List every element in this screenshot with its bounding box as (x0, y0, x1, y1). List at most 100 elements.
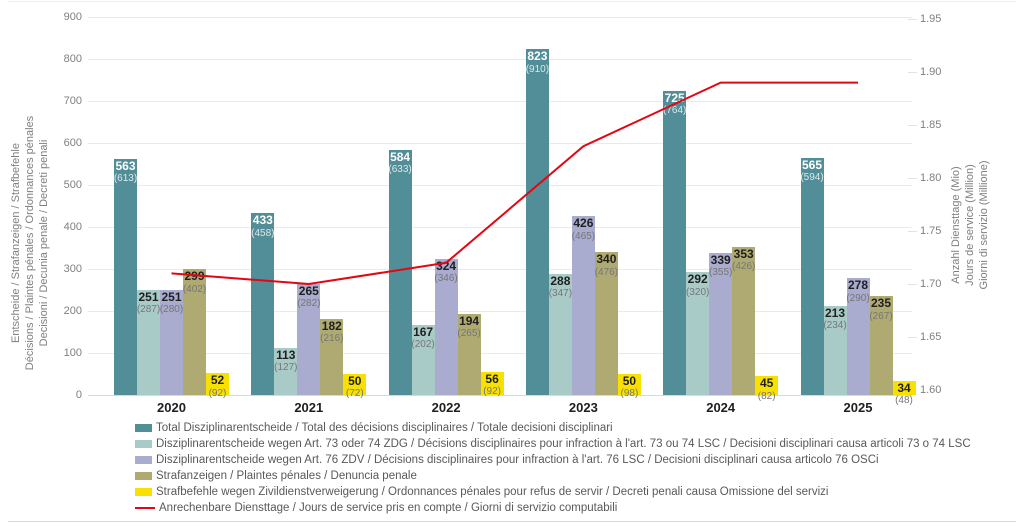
left-axis-tick-0: 0 (75, 389, 82, 401)
gridline-600 (88, 143, 912, 144)
left-axis-tick-200: 200 (63, 305, 82, 317)
gridline-700 (88, 101, 912, 102)
bar-value-strafbefehle-2020: 52 (210, 373, 225, 388)
right-axis-tick-1.75: 1.75 (920, 225, 942, 237)
right-axis-tick-1.65: 1.65 (920, 331, 942, 343)
legend-item-total: Total Disziplinarentscheide / Total des … (135, 420, 971, 436)
bar-label-total-2020: 563 (613) (104, 159, 148, 185)
bar-value-strafbefehle-2024: 45 (760, 376, 774, 391)
bar-label-strafanzeigen-2022: 194 (265) (447, 314, 491, 340)
bar-value-art73-74-2020: 251 (138, 289, 159, 304)
bar-paren-value-art76-2021: (282) (297, 298, 321, 310)
bar-paren-value-total-2023: (910) (525, 63, 550, 75)
x-axis-label-2023: 2023 (568, 400, 598, 415)
gridline-900 (88, 17, 912, 18)
x-axis-label-2020: 2020 (157, 400, 186, 415)
left-axis-title-line-2: Décisions / Plaintes pénales / Ordonnanc… (24, 115, 36, 371)
legend-item-art76: Disziplinarentscheide wegen Art. 76 ZDV … (135, 452, 971, 468)
bar-paren-value-strafbefehle-2021: (72) (345, 388, 364, 400)
bar-art73-74-2021: 113 (127) (274, 347, 297, 395)
bar-label-total-2025: 565 (594) (790, 157, 834, 184)
right-axis-tick-1.70: 1.70 (920, 278, 942, 290)
right-axis-tick-1.95: 1.95 (920, 13, 942, 25)
bar-group-2023: 823 (910) 288 (347) 426 (465) 340 (476) 50 (98) (526, 17, 641, 399)
gridline-400 (88, 227, 912, 228)
legend-label-art73-74: Disziplinarentscheide wegen Art. 73 oder… (156, 438, 971, 450)
gridline-500 (88, 185, 912, 186)
right-axis-title-line-3: Giorni di servizio (Millione) (978, 160, 990, 290)
bar-value-art76-2020: 251 (161, 289, 182, 304)
legend-item-diensttage: Anrechenbare Diensttage / Jours de servi… (135, 500, 971, 516)
bar-group-2024: 725 (764) 292 (320) 339 (355) 353 (426) 45 (82) (663, 17, 779, 402)
bar-value-total-2023: 823 (527, 49, 548, 64)
x-axis-label-2021: 2021 (294, 400, 324, 415)
legend-swatch-art73-74 (135, 440, 152, 448)
bar-paren-value-strafanzeigen-2021: (216) (320, 333, 344, 345)
bar-value-strafanzeigen-2023: 340 (596, 252, 617, 267)
bar-paren-value-art73-74-2021: (127) (274, 361, 298, 373)
bar-paren-value-strafanzeigen-2020: (402) (182, 283, 207, 295)
bar-group-2021: 433 (458) 113 (127) 265 (282) 182 (216) 50 (72) (251, 17, 367, 399)
left-axis-title: Entscheide / Strafanzeigen / Strafbefehl… (9, 116, 51, 370)
bar-label-art73-74-2021: 113 (127) (264, 347, 308, 374)
bar-strafanzeigen-2024: 353 (426) (732, 246, 755, 395)
bar-art76-2021: 265 (282) (297, 283, 320, 395)
bar-strafbefehle-2024: 45 (82) (755, 376, 779, 402)
bar-value-strafanzeigen-2024: 353 (733, 246, 754, 261)
bar-strafbefehle-2020: 52 (92) (206, 373, 229, 399)
bar-art76-2022: 324 (346) (434, 258, 458, 395)
bar-strafanzeigen-2022: 194 (265) (457, 313, 481, 395)
trend-line-svg (171, 81, 858, 286)
bar-group-2022: 584 (633) 167 (202) 324 (346) 194 (265) 56 (92) (388, 17, 504, 397)
bar-strafbefehle-2025: 34 (48) (892, 380, 916, 406)
bar-art73-74-2025: 213 (234) (823, 305, 847, 395)
right-axis-tick-1.60: 1.60 (920, 384, 942, 396)
bar-total-2022: 584 (633) (388, 149, 412, 395)
bar-value-art76-2025: 278 (847, 278, 869, 293)
bar-paren-value-art76-2022: (346) (434, 273, 458, 285)
bar-paren-value-strafanzeigen-2025: (267) (869, 310, 893, 322)
bar-label-strafbefehle-2025: 34 (48) (882, 380, 926, 407)
bar-value-art73-74-2024: 292 (687, 272, 708, 287)
bar-strafbefehle-2021: 50 (72) (343, 374, 367, 399)
gridline-200 (88, 311, 912, 312)
right-axis-tickmark-1.90 (908, 72, 917, 73)
bar-paren-value-strafbefehle-2025: (48) (895, 395, 913, 407)
plot-area: 563 (613) 251 (287) 251 (280) 299 (402) 52 (92) 43… (88, 17, 916, 406)
bar-value-total-2022: 584 (390, 149, 411, 164)
left-axis-tick-400: 400 (63, 221, 82, 233)
bar-paren-value-strafanzeigen-2022: (265) (457, 327, 481, 339)
bar-value-art73-74-2021: 113 (276, 347, 296, 362)
bar-value-strafbefehle-2025: 34 (897, 380, 911, 395)
left-axis-tick-600: 600 (63, 137, 82, 149)
bar-label-strafanzeigen-2021: 182 (216) (310, 319, 354, 345)
bar-paren-value-total-2024: (764) (663, 104, 687, 116)
bar-label-strafbefehle-2023: 50 (98) (607, 374, 651, 400)
bar-paren-value-art73-74-2024: (320) (686, 286, 710, 298)
bar-value-strafbefehle-2023: 50 (622, 374, 637, 388)
bar-value-strafanzeigen-2025: 235 (870, 296, 892, 311)
left-axis-tick-500: 500 (63, 179, 82, 191)
left-axis-title-line-3: Decisioni / Decunia penale / Decreti pen… (38, 139, 50, 347)
bar-label-total-2022: 584 (633) (378, 149, 422, 176)
bar-total-2020: 563 (613) (114, 158, 137, 395)
bar-value-art76-2022: 324 (436, 258, 457, 273)
bar-value-total-2025: 565 (801, 157, 823, 172)
bar-strafanzeigen-2025: 235 (267) (869, 296, 893, 395)
legend-label-art76: Disziplinarentscheide wegen Art. 76 ZDV … (156, 454, 879, 466)
bar-label-strafbefehle-2022: 56 (92) (470, 372, 514, 398)
bar-strafanzeigen-2023: 340 (476) (595, 252, 618, 395)
right-axis-tickmark-1.75 (908, 231, 917, 232)
trend-line (171, 81, 858, 286)
bar-paren-value-art73-74-2022: (202) (411, 339, 435, 351)
bar-label-art76-2020: 251 (280) (150, 289, 194, 316)
right-axis-tickmark-1.95 (908, 19, 917, 20)
right-axis-tickmark-1.70 (908, 284, 917, 285)
right-axis-tick-1.85: 1.85 (920, 119, 942, 131)
bar-label-art73-74-2023: 288 (347) (538, 274, 582, 300)
bar-value-strafbefehle-2021: 50 (348, 374, 362, 388)
right-axis-tickmark-1.65 (908, 337, 917, 338)
bar-label-art76-2021: 265 (282) (287, 284, 331, 310)
left-axis-tick-800: 800 (63, 53, 82, 65)
